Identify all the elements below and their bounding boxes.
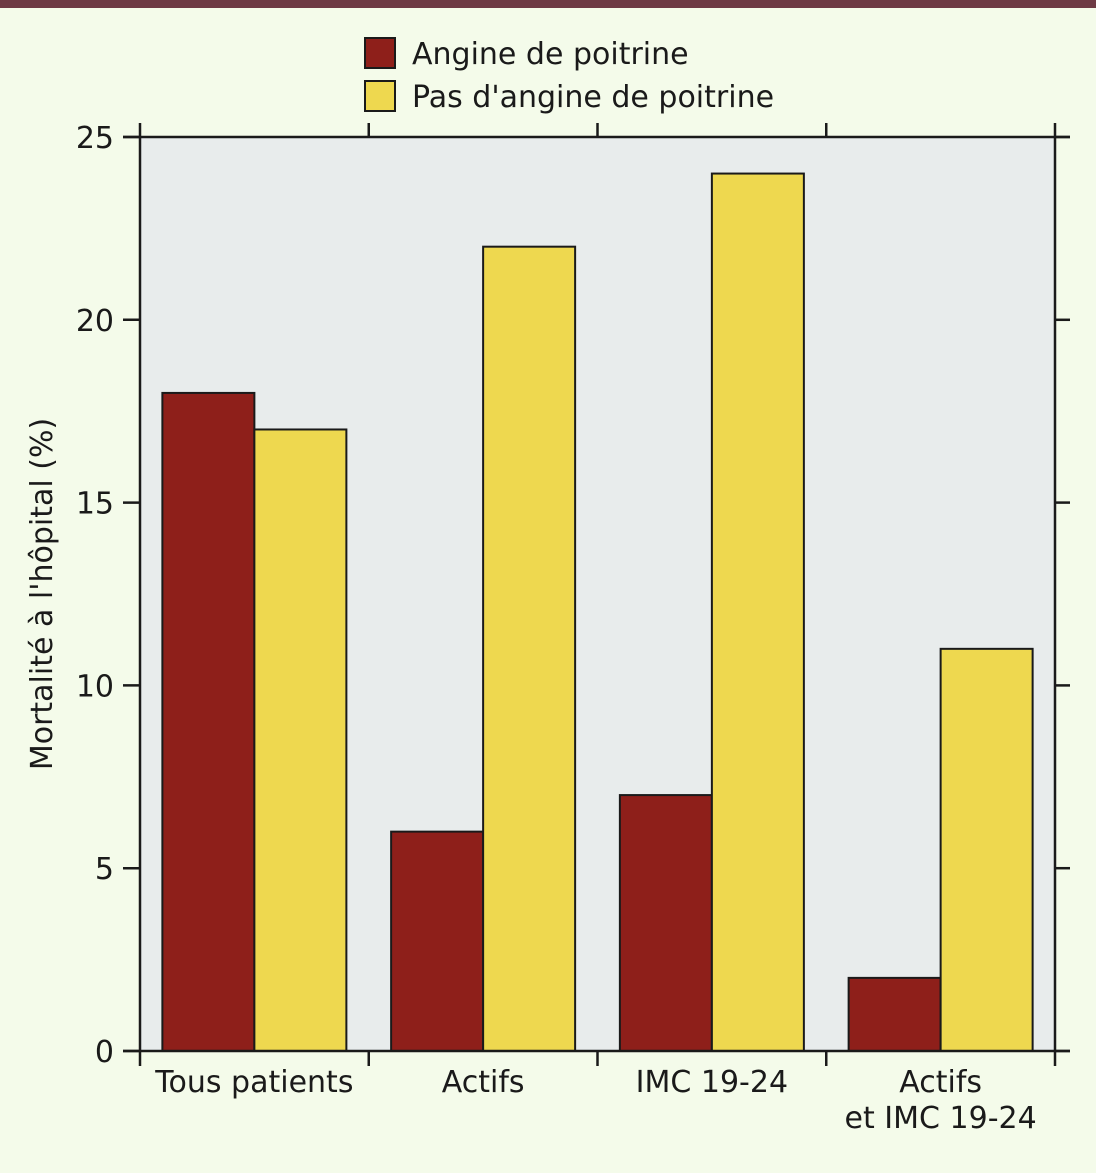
legend-swatch-0	[364, 37, 396, 69]
y-tick-label: 0	[95, 1035, 114, 1070]
y-tick-label: 20	[76, 304, 114, 339]
bar-pas-angine-1	[482, 245, 577, 1052]
bar-pas-angine-3	[939, 647, 1034, 1053]
bar-angine-3	[847, 976, 942, 1053]
bar-pas-angine-0	[253, 428, 348, 1053]
y-tick-label: 10	[76, 669, 114, 704]
y-tick-label: 15	[76, 487, 114, 522]
x-tick-label: Tous patients	[154, 1065, 353, 1100]
x-tick-label: et IMC 19-24	[845, 1101, 1037, 1136]
bar-pas-angine-2	[710, 172, 805, 1052]
bar-angine-1	[390, 830, 485, 1053]
x-tick-label: Actifs	[442, 1065, 525, 1100]
x-tick-label: IMC 19-24	[636, 1065, 788, 1100]
top-decorative-bar	[0, 0, 1096, 8]
bar-angine-2	[618, 794, 713, 1053]
bar-angine-0	[161, 391, 256, 1053]
y-tick-label: 25	[76, 121, 114, 156]
legend-label-0: Angine de poitrine	[412, 37, 689, 72]
y-tick-label: 5	[95, 852, 114, 887]
y-axis-label: Mortalité à l'hôpital (%)	[25, 418, 60, 770]
legend-swatch-1	[364, 80, 396, 112]
legend-label-1: Pas d'angine de poitrine	[412, 80, 774, 115]
x-tick-label: Actifs	[899, 1065, 982, 1100]
